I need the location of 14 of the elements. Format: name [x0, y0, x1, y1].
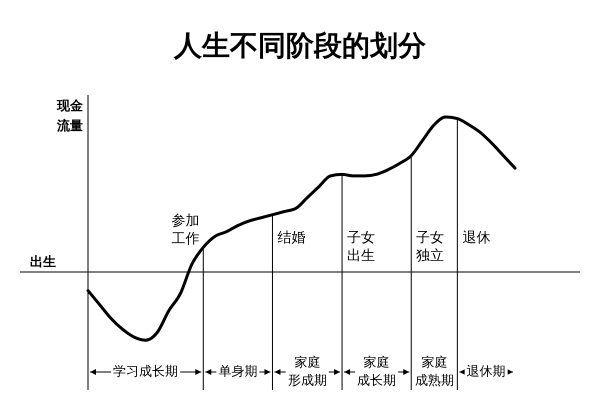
text: 家庭成长期	[357, 354, 396, 389]
text: 单身期	[218, 364, 258, 380]
text: 退休期	[466, 364, 506, 380]
annotation: 结婚	[277, 230, 306, 246]
x-axis-title: 出生	[30, 255, 56, 270]
annotation: 参加工作	[171, 213, 200, 247]
annotation: 子女出生	[347, 230, 376, 264]
text: 家庭形成期	[288, 354, 327, 389]
chart-title: 人生不同阶段的划分	[173, 29, 427, 62]
y-axis-title: 现金流量	[56, 99, 84, 134]
text: 学习成长期	[113, 364, 178, 380]
annotation: 退休	[462, 230, 490, 246]
text: 家庭成熟期	[414, 354, 454, 389]
annotation: 子女独立	[416, 230, 444, 264]
